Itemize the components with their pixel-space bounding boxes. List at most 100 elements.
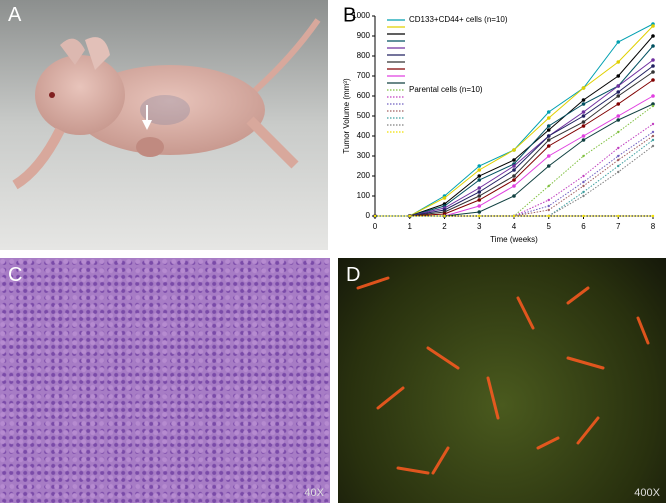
data-point [547,208,550,212]
data-point [617,158,620,162]
data-point [616,118,621,122]
series-line [375,35,654,217]
y-tick-label: 100 [357,191,371,200]
data-point [546,154,551,158]
data-point [547,214,550,218]
data-point [582,180,585,184]
series-line [375,131,654,217]
chart-panel: B 0 100 200 300 400 500 600 700 800 900 1000 0 1 2 3 4 5… [335,0,666,250]
panel-label: C [8,264,23,286]
data-point [582,190,585,194]
x-tick-label: 5 [547,222,552,231]
magnification: 400X [634,487,660,499]
mouse-photo [0,0,328,250]
data-point [581,114,586,118]
data-point [581,124,586,128]
data-point [617,130,620,134]
data-point [651,64,655,68]
data-point [651,24,655,28]
x-tick-label: 6 [581,222,586,231]
fluorescence-image: D 400X [338,258,666,503]
data-point [442,196,447,200]
data-point [477,198,482,202]
data-point [546,134,551,138]
data-point [581,86,586,90]
panel-label: D [346,264,361,286]
x-tick-label: 7 [616,222,621,231]
data-point [651,102,655,106]
data-point [547,198,550,202]
y-tick-label: 400 [357,131,371,140]
data-point [512,178,516,182]
data-point [547,184,550,188]
data-point [617,164,620,168]
data-point [546,110,551,114]
data-point [582,184,585,188]
panel-label: A [8,4,22,26]
data-point [477,190,482,194]
y-tick-label: 600 [357,91,371,100]
y-tick-label: 1000 [352,11,370,20]
data-point [477,174,482,178]
data-point [546,116,551,120]
data-point [546,144,551,148]
y-tick-label: 200 [357,171,371,180]
y-tick-label: 500 [357,111,371,120]
y-tick-label: 900 [357,31,371,40]
legend-label: CD133+CD44+ cells (n=10) [409,15,508,24]
y-tick-label: 800 [357,51,371,60]
data-point [651,144,655,148]
data-point [512,164,516,168]
data-point [651,70,655,74]
y-tick-label: 0 [366,211,371,220]
data-point [651,214,655,218]
data-point [477,168,482,172]
data-point [582,154,585,158]
data-point [512,214,516,218]
data-point [651,44,655,48]
data-point [616,114,621,118]
panel-label: B [343,4,356,26]
data-point [616,60,621,64]
data-point [616,40,621,44]
x-tick-label: 2 [442,222,447,231]
data-point [581,120,586,124]
data-point [512,158,516,162]
series-line [375,95,654,217]
data-point [581,102,586,106]
x-tick-label: 3 [477,222,482,231]
x-tick-label: 8 [651,222,656,231]
data-point [616,84,621,88]
x-tick-label: 0 [373,222,378,231]
data-point [582,174,585,178]
data-point [581,110,586,114]
data-point [617,154,620,158]
data-point [582,194,585,198]
data-point [512,168,516,172]
data-point [477,164,482,168]
magnification: 40X [304,487,324,499]
data-point [477,186,482,190]
chart: B 0 100 200 300 400 500 600 700 800 900 1000 0 1 2 3 4 5… [342,4,656,244]
data-point [408,214,411,218]
histology-image: C 40X [0,258,330,503]
data-point [617,214,620,218]
data-point [616,90,621,94]
legend-label: Parental cells (n=10) [409,85,483,94]
data-point [512,174,516,178]
data-point [477,210,482,214]
data-point [443,214,446,218]
photo-panel: A [0,0,328,250]
fluorescence-streaks [356,276,650,475]
y-axis-label: Tumor Volume (mm³) [342,78,351,154]
data-point [581,134,586,138]
data-point [512,184,516,188]
data-point [477,178,482,182]
data-point [616,74,621,78]
data-point [651,78,655,82]
data-point [546,164,551,168]
data-point [651,122,655,126]
data-point [546,124,551,128]
x-tick-label: 4 [512,222,517,231]
data-point [512,148,516,152]
